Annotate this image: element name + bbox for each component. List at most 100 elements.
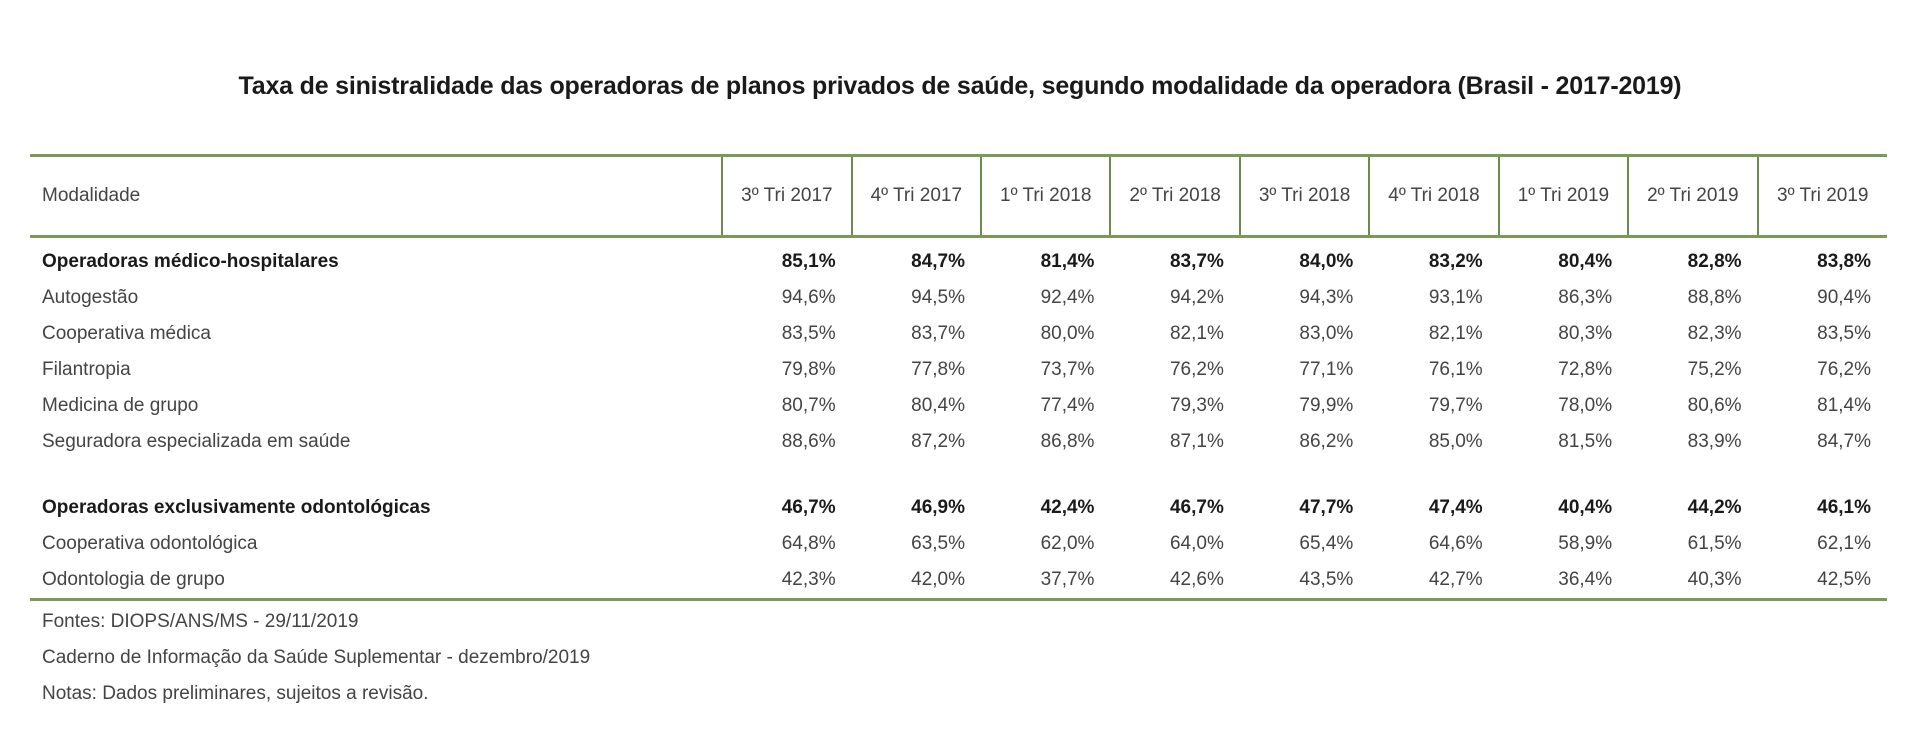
column-header-period: 1º Tri 2018 — [980, 154, 1111, 238]
rate-cell: 62,1% — [1817, 533, 1871, 554]
rate-cell: 85,1% — [781, 251, 836, 272]
row-label: Seguradora especializada em saúde — [42, 431, 351, 452]
table-row: Odontologia de grupo 42,3% 42,0% 37,7% 42,6%… — [30, 562, 1887, 601]
column-header-period: 3º Tri 2019 — [1756, 154, 1887, 238]
rate-cell: 83,5% — [781, 323, 836, 344]
rate-cell: 82,1% — [1169, 323, 1224, 344]
rate-cell: 84,7% — [911, 251, 966, 272]
table-notes: Fontes: DIOPS/ANS/MS - 29/11/2019 Cadern… — [42, 604, 590, 712]
rate-cell: 42,6% — [1110, 562, 1240, 601]
rate-cell: 46,1% — [1817, 497, 1871, 518]
rate-cell: 40,3% — [1628, 562, 1758, 601]
rate-cell: 84,7% — [1817, 431, 1871, 452]
rate-cell: 37,7% — [981, 562, 1111, 601]
rate-cell: 77,4% — [1040, 395, 1095, 416]
rate-cell: 42,5% — [1757, 562, 1887, 601]
column-header-period: 3º Tri 2018 — [1238, 154, 1370, 238]
publication-note: Caderno de Informação da Saúde Suplement… — [42, 647, 591, 668]
rate-cell: 46,9% — [911, 497, 966, 518]
sinistralidade-table: Modalidade 3º Tri 2017 4º Tri 2017 1º Tr… — [30, 154, 1887, 601]
rate-cell: 76,1% — [1428, 359, 1483, 380]
group-row: Operadoras exclusivamente odontológicas 4… — [30, 490, 1887, 526]
preliminary-note: Notas: Dados preliminares, sujeitos a re… — [42, 683, 429, 704]
rate-cell: 86,8% — [1040, 431, 1095, 452]
rate-cell: 81,4% — [1817, 395, 1871, 416]
rate-cell: 83,7% — [1169, 251, 1224, 272]
rate-cell: 83,5% — [1817, 323, 1871, 344]
rate-cell: 80,4% — [1558, 251, 1613, 272]
rate-cell: 80,0% — [1040, 323, 1095, 344]
row-label: Medicina de grupo — [42, 395, 199, 416]
spacer-cell — [30, 460, 1887, 490]
rate-cell: 83,2% — [1428, 251, 1483, 272]
row-label: Cooperativa odontológica — [42, 533, 258, 554]
rate-cell: 80,3% — [1558, 323, 1613, 344]
row-label: Operadoras médico-hospitalares — [42, 251, 339, 272]
rate-cell: 82,3% — [1687, 323, 1742, 344]
rate-cell: 65,4% — [1299, 533, 1354, 554]
rate-cell: 42,3% — [722, 562, 852, 601]
rate-cell: 87,2% — [911, 431, 966, 452]
source-note: Fontes: DIOPS/ANS/MS - 29/11/2019 — [42, 611, 359, 632]
rate-cell: 81,5% — [1558, 431, 1613, 452]
rate-cell: 61,5% — [1687, 533, 1742, 554]
rate-cell: 80,6% — [1687, 395, 1742, 416]
rate-cell: 88,8% — [1687, 287, 1742, 308]
rate-cell: 93,1% — [1428, 287, 1483, 308]
rate-cell: 79,3% — [1169, 395, 1224, 416]
rate-cell: 73,7% — [1040, 359, 1095, 380]
group-row: Operadoras médico-hospitalares 85,1% 84,7%… — [30, 237, 1887, 281]
rate-cell: 46,7% — [1169, 497, 1224, 518]
rate-cell: 94,2% — [1169, 287, 1224, 308]
rate-cell: 77,1% — [1299, 359, 1354, 380]
rate-cell: 64,0% — [1169, 533, 1224, 554]
rate-cell: 86,2% — [1299, 431, 1354, 452]
rate-cell: 42,7% — [1369, 562, 1499, 601]
rate-cell: 81,4% — [1040, 251, 1095, 272]
table-row: Autogestão 94,6% 94,5% 92,4% 94,2% 94,3% 93,1%… — [30, 280, 1887, 316]
table-row: Seguradora especializada em saúde 88,6% 87… — [30, 424, 1887, 460]
rate-cell: 76,2% — [1817, 359, 1871, 380]
rate-cell: 80,7% — [781, 395, 836, 416]
column-header-period: 4º Tri 2017 — [850, 154, 982, 238]
rate-cell: 76,2% — [1169, 359, 1224, 380]
row-label: Cooperativa médica — [42, 323, 211, 344]
rate-cell: 47,7% — [1299, 497, 1354, 518]
rate-cell: 94,5% — [911, 287, 966, 308]
column-header-period: 2º Tri 2018 — [1109, 154, 1240, 238]
column-header-period: 2º Tri 2019 — [1627, 154, 1758, 238]
rate-cell: 79,7% — [1428, 395, 1483, 416]
rate-cell: 84,0% — [1299, 251, 1354, 272]
rate-cell: 85,0% — [1428, 431, 1483, 452]
table-row: Filantropia 79,8% 77,8% 73,7% 76,2% 77,1% 76,1… — [30, 352, 1887, 388]
rate-cell: 80,4% — [911, 395, 966, 416]
row-label: Odontologia de grupo — [30, 562, 723, 601]
rate-cell: 94,3% — [1299, 287, 1354, 308]
rate-cell: 87,1% — [1169, 431, 1224, 452]
rate-cell: 40,4% — [1558, 497, 1613, 518]
table-row: Medicina de grupo 80,7% 80,4% 77,4% 79,3% 79,… — [30, 388, 1887, 424]
rate-cell: 42,4% — [1040, 497, 1095, 518]
rate-cell: 79,8% — [781, 359, 836, 380]
table-row: Cooperativa médica 83,5% 83,7% 80,0% 82,1% 83… — [30, 316, 1887, 352]
row-label: Filantropia — [42, 359, 131, 380]
rate-cell: 77,8% — [911, 359, 966, 380]
rate-cell: 46,7% — [781, 497, 836, 518]
rate-cell: 79,9% — [1299, 395, 1354, 416]
column-header-modalidade: Modalidade — [30, 154, 723, 238]
rate-cell: 62,0% — [1040, 533, 1095, 554]
rate-cell: 92,4% — [1040, 287, 1095, 308]
rate-cell: 64,8% — [781, 533, 836, 554]
table-title: Taxa de sinistralidade das operadoras de… — [238, 72, 1682, 100]
rate-cell: 63,5% — [911, 533, 966, 554]
rate-cell: 82,1% — [1428, 323, 1483, 344]
rate-cell: 72,8% — [1558, 359, 1613, 380]
rate-cell: 42,0% — [851, 562, 982, 601]
rate-cell: 88,6% — [781, 431, 836, 452]
rate-cell: 94,6% — [781, 287, 836, 308]
rate-cell: 86,3% — [1558, 287, 1613, 308]
rate-cell: 78,0% — [1558, 395, 1613, 416]
group-spacer — [30, 460, 1887, 490]
column-header-period: 1º Tri 2019 — [1497, 154, 1629, 238]
rate-cell: 83,7% — [911, 323, 966, 344]
